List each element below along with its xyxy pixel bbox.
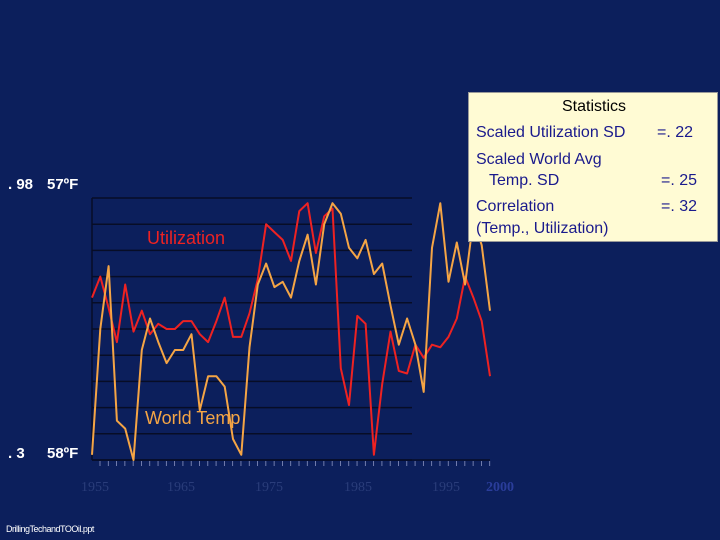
statistics-box: Statistics Scaled Utilization SD =. 22 S… xyxy=(468,92,718,242)
stat-value-correlation: =. 32 xyxy=(661,198,698,215)
series-lines xyxy=(91,202,491,461)
footer-filename: DrillingTechandTOOil.ppt xyxy=(6,524,94,534)
stat-value-utilization-sd: =. 22 xyxy=(657,124,694,141)
x-tick-label: 1985 xyxy=(344,480,372,495)
x-tick-labels: 1955 1965 1975 1985 1995 2000 xyxy=(81,480,514,495)
utilization-line xyxy=(91,202,491,456)
y-left-top-label: . 98 xyxy=(8,176,34,193)
x-tick-label: 2000 xyxy=(486,480,514,495)
stat-label-correlation: Correlation xyxy=(476,198,555,215)
stat-label-utilization-sd: Scaled Utilization SD xyxy=(476,124,626,141)
stat-label-correlation-pair: (Temp., Utilization) xyxy=(476,220,609,237)
x-tick-label: 1965 xyxy=(167,480,195,495)
y-right-bottom-label: 58ºF xyxy=(47,445,79,462)
axes xyxy=(91,198,490,461)
x-ticks xyxy=(99,461,491,466)
utilization-series-label: Utilization xyxy=(147,228,226,248)
x-tick-label: 1975 xyxy=(255,480,283,495)
x-tick-label: 1995 xyxy=(432,480,460,495)
y-right-top-label: 57ºF xyxy=(47,176,79,193)
statistics-title: Statistics xyxy=(561,98,626,115)
stat-label-world-avg: Scaled World Avg xyxy=(476,151,602,168)
stat-label-temp-sd: Temp. SD xyxy=(489,172,560,189)
stat-value-temp-sd: =. 25 xyxy=(661,172,698,189)
world-temp-line xyxy=(91,202,491,461)
x-tick-label: 1955 xyxy=(81,480,109,495)
world-temp-series-label: World Temp xyxy=(145,408,241,428)
y-left-bottom-label: . 3 xyxy=(8,445,25,462)
